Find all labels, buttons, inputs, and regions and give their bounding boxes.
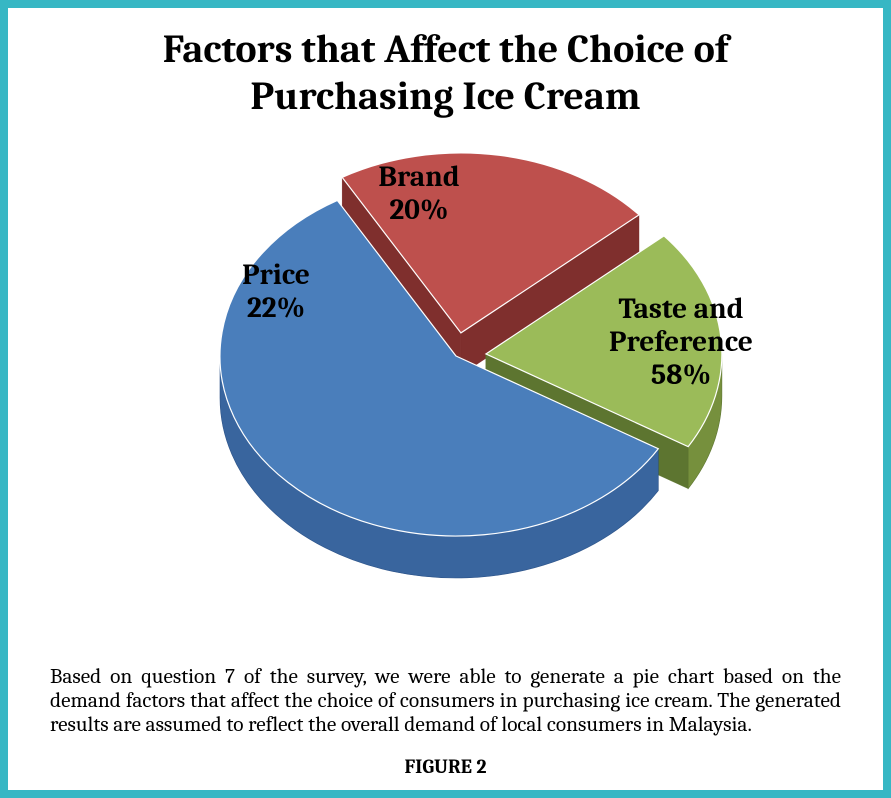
slice-label-line1: Taste and	[576, 294, 786, 327]
title-line2: Purchasing Ice Cream	[250, 73, 640, 119]
pie-chart: Taste andPreference58% Price22% Brand20%	[36, 126, 855, 657]
slice-label-taste: Taste andPreference58%	[576, 294, 786, 393]
figure-frame: Factors that Affect the Choice of Purcha…	[0, 0, 891, 798]
slice-label-brand: Brand20%	[344, 162, 494, 228]
title-line1: Factors that Affect the Choice of	[163, 26, 729, 72]
slice-label-line2: Preference	[576, 327, 786, 360]
slice-value: 22%	[206, 293, 346, 326]
chart-title: Factors that Affect the Choice of Purcha…	[76, 26, 815, 120]
slice-label-price: Price22%	[206, 260, 346, 326]
slice-label-line1: Price	[206, 260, 346, 293]
slice-label-line1: Brand	[344, 162, 494, 195]
caption-text: Based on question 7 of the survey, we we…	[50, 665, 841, 737]
slice-value: 58%	[576, 360, 786, 393]
figure-label: FIGURE 2	[36, 755, 855, 778]
slice-value: 20%	[344, 195, 494, 228]
